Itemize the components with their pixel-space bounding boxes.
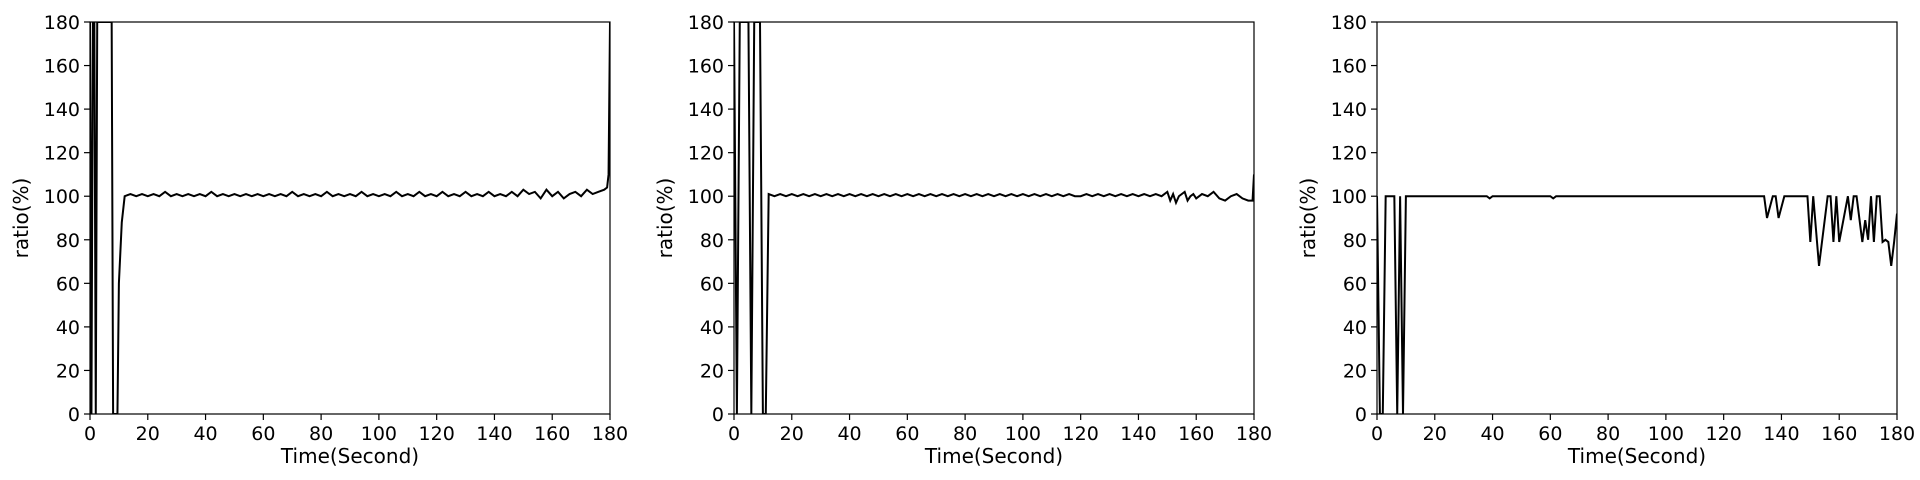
y-tick-label: 60 — [1343, 273, 1367, 295]
x-tick-label: 40 — [837, 423, 861, 445]
plot-frame — [733, 21, 1255, 415]
x-tick-label: 60 — [251, 423, 275, 445]
x-tick-label: 120 — [1706, 423, 1742, 445]
x-tick-label: 20 — [1423, 423, 1447, 445]
x-tick-label: 160 — [1821, 423, 1857, 445]
y-tick-label: 120 — [1331, 143, 1367, 165]
x-tick-label: 40 — [1480, 423, 1504, 445]
x-tick-label: 100 — [1005, 423, 1041, 445]
y-axis-label: ratio(%) — [653, 178, 677, 259]
x-tick-label: 0 — [728, 423, 740, 445]
series-line-1 — [734, 22, 1254, 414]
y-tick-label: 0 — [68, 404, 80, 426]
y-tick-label: 120 — [688, 143, 724, 165]
y-tick-label: 20 — [700, 360, 724, 382]
x-tick-label: 160 — [1178, 423, 1214, 445]
y-tick-label: 100 — [1331, 186, 1367, 208]
y-tick-label: 40 — [56, 317, 80, 339]
x-tick-label: 180 — [592, 423, 628, 445]
y-tick-label: 100 — [44, 186, 80, 208]
y-tick-label: 20 — [1343, 360, 1367, 382]
x-tick-label: 60 — [895, 423, 919, 445]
x-tick-label: 100 — [1648, 423, 1684, 445]
y-axis-label: ratio(%) — [1296, 178, 1320, 259]
series-line-1 — [90, 22, 610, 414]
x-tick-label: 120 — [419, 423, 455, 445]
y-tick-label: 180 — [44, 12, 80, 34]
x-tick-label: 80 — [1596, 423, 1620, 445]
y-tick-label: 100 — [688, 186, 724, 208]
x-tick-label: 140 — [1763, 423, 1799, 445]
x-tick-label: 60 — [1538, 423, 1562, 445]
y-tick-label: 180 — [1331, 12, 1367, 34]
chart-panel-2: 0 20 40 60 80 100 120 140 160 180 0 20 40 60 80 100 120 1… — [653, 12, 1272, 468]
chart-panel-3: 0 20 40 60 80 100 120 140 160 180 0 20 40 60 80 100 120 1… — [1296, 12, 1915, 468]
chart-panel-1: 0 20 40 60 80 100 120 140 160 180 0 20 40 60 80 100 120 1… — [9, 12, 628, 468]
plot-frame — [89, 21, 611, 415]
x-axis-label: Time(Second) — [1567, 444, 1706, 468]
y-tick-label: 120 — [44, 143, 80, 165]
y-axis-label: ratio(%) — [9, 178, 33, 259]
y-tick-label: 140 — [44, 99, 80, 121]
x-axis-label: Time(Second) — [280, 444, 419, 468]
x-tick-label: 180 — [1879, 423, 1915, 445]
x-tick-label: 80 — [953, 423, 977, 445]
y-tick-label: 140 — [688, 99, 724, 121]
plot-frame — [1376, 21, 1898, 415]
y-tick-label: 180 — [688, 12, 724, 34]
y-tick-label: 20 — [56, 360, 80, 382]
x-tick-label: 140 — [1120, 423, 1156, 445]
y-tick-label: 80 — [700, 230, 724, 252]
y-tick-label: 60 — [56, 273, 80, 295]
x-tick-label: 40 — [193, 423, 217, 445]
y-tick-label: 160 — [44, 56, 80, 78]
x-tick-label: 0 — [1371, 423, 1383, 445]
y-tick-label: 140 — [1331, 99, 1367, 121]
x-tick-label: 0 — [84, 423, 96, 445]
x-tick-label: 140 — [476, 423, 512, 445]
x-tick-label: 20 — [136, 423, 160, 445]
x-tick-label: 120 — [1063, 423, 1099, 445]
y-tick-label: 160 — [1331, 56, 1367, 78]
x-tick-label: 80 — [309, 423, 333, 445]
y-tick-label: 80 — [56, 230, 80, 252]
y-tick-label: 0 — [1355, 404, 1367, 426]
y-tick-label: 40 — [700, 317, 724, 339]
x-tick-label: 100 — [361, 423, 397, 445]
x-tick-label: 160 — [534, 423, 570, 445]
y-tick-label: 60 — [700, 273, 724, 295]
y-tick-label: 0 — [712, 404, 724, 426]
x-tick-label: 180 — [1236, 423, 1272, 445]
series-line-1 — [1377, 195, 1897, 414]
x-axis-label: Time(Second) — [924, 444, 1063, 468]
x-tick-label: 20 — [780, 423, 804, 445]
y-tick-label: 80 — [1343, 230, 1367, 252]
y-tick-label: 40 — [1343, 317, 1367, 339]
y-tick-label: 160 — [688, 56, 724, 78]
